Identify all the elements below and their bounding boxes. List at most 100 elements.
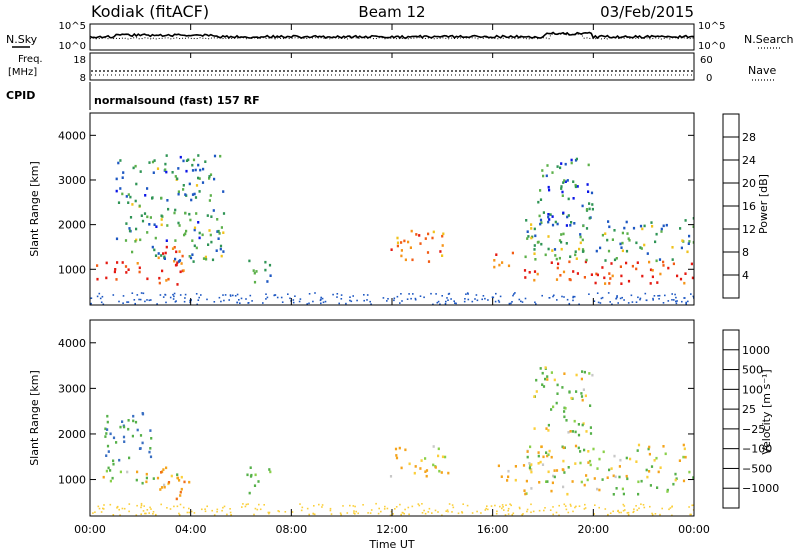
powerData-cell (148, 223, 151, 226)
powerData-cell (191, 193, 195, 196)
velData-ground-cell (329, 509, 332, 512)
powerData-ground-cell (236, 301, 239, 304)
velData-ground-cell (423, 509, 425, 512)
velData-ground-cell (241, 506, 243, 508)
velData-cell (135, 478, 138, 482)
velData-cell (522, 464, 526, 467)
velData-ground-cell (384, 505, 386, 508)
powerData-ground-cell (213, 301, 216, 303)
powerData-cell (569, 255, 572, 258)
powerData-cell (127, 201, 130, 204)
velData-cell (596, 487, 599, 491)
velData-cell (507, 475, 510, 479)
velData-ground-cell (160, 503, 162, 506)
velData-cell (420, 459, 423, 462)
powerData-cell (641, 274, 644, 278)
powerData-ground-cell (240, 297, 243, 300)
powerData-cell (547, 215, 550, 219)
powerData-cell (563, 179, 566, 182)
powerData-cell (540, 221, 543, 224)
velData-cell (541, 371, 544, 375)
powerData-cell (594, 281, 597, 285)
powerData-cell (153, 223, 156, 226)
velData-cell (105, 454, 108, 457)
powerData-cell (547, 213, 550, 216)
powerData-ground-cell (476, 299, 479, 302)
powerData-cell (115, 278, 118, 281)
powerData-cell (686, 250, 689, 254)
powerData-cell (171, 171, 174, 174)
velData-cell (586, 478, 589, 482)
velData-cell (692, 476, 694, 479)
velData-ground-cell (188, 511, 191, 514)
velData-ground-cell (150, 508, 152, 510)
velocity-colorbar-tick-label: −100 (742, 443, 772, 456)
x-tick-label: 00:00 (74, 523, 106, 536)
powerData-cell (160, 196, 163, 200)
velData-cell (577, 433, 581, 437)
velData-ground-cell (445, 510, 447, 512)
powerData-cell (149, 216, 152, 219)
velData-cell (178, 479, 181, 482)
velData-cell (528, 462, 531, 465)
velData-cell (684, 455, 687, 459)
powerData-cell (566, 179, 569, 182)
velData-ground-cell (403, 512, 405, 515)
power-colorbar-tick-label: 20 (742, 177, 756, 190)
velData-cell (618, 475, 621, 479)
velData-cell (432, 445, 435, 448)
noise-left-label: N.Sky (6, 33, 38, 46)
velData-cell (546, 378, 549, 381)
powerData-ground-cell (600, 297, 603, 300)
velData-ground-cell (193, 512, 196, 514)
powerData-ground-cell (399, 302, 401, 304)
velData-cell (659, 466, 662, 469)
powerData-cell (590, 191, 594, 195)
velData-cell (112, 436, 116, 440)
powerData-cell (654, 240, 657, 244)
powerData-cell (418, 234, 421, 237)
powerData-ground-cell (266, 296, 269, 299)
powerData-ground-cell (497, 299, 500, 302)
velData-cell (107, 466, 110, 470)
powerData-cell (165, 279, 168, 282)
velData-cell (574, 430, 577, 434)
powerData-cell (105, 261, 108, 265)
powerData-cell (540, 242, 543, 246)
velData-cell (104, 427, 107, 431)
powerData-ground-cell (617, 302, 619, 304)
powerData-cell (561, 194, 564, 197)
powerData-ground-cell (512, 294, 514, 297)
powerData-ground-cell (144, 300, 146, 303)
powerData-ground-cell (118, 300, 120, 303)
velocity-colorbar-frame (722, 329, 740, 509)
velData-cell (556, 383, 559, 387)
powerData-cell (639, 224, 643, 228)
velData-cell (544, 377, 547, 381)
powerData-cell (213, 154, 217, 158)
powerData-ground-cell (675, 296, 677, 299)
powerData-ground-cell (423, 296, 425, 299)
velData-ground-cell (404, 508, 406, 511)
powerData-cell (202, 167, 205, 171)
powerData-ground-cell (122, 302, 124, 304)
velData-ground-cell (654, 513, 657, 515)
powerData-ground-cell (675, 300, 677, 303)
y-tick-label: 2000 (58, 219, 86, 232)
velocity-colorbar-tick-label: 100 (742, 383, 763, 396)
powerData-cell (184, 232, 187, 236)
velData-cell (573, 419, 576, 423)
powerData-cell (576, 185, 579, 188)
powerData-cell (590, 273, 593, 276)
velData-cell (394, 447, 398, 451)
powerData-cell (115, 189, 118, 193)
velData-cell (529, 445, 532, 449)
powerData-cell (158, 281, 161, 285)
velData-cell (612, 474, 615, 478)
velData-cell (598, 488, 601, 492)
powerData-cell (176, 283, 179, 286)
powerData-cell (498, 263, 501, 267)
powerData-cell (562, 181, 565, 184)
velData-ground-cell (544, 507, 546, 509)
powerData-cell (122, 171, 125, 174)
